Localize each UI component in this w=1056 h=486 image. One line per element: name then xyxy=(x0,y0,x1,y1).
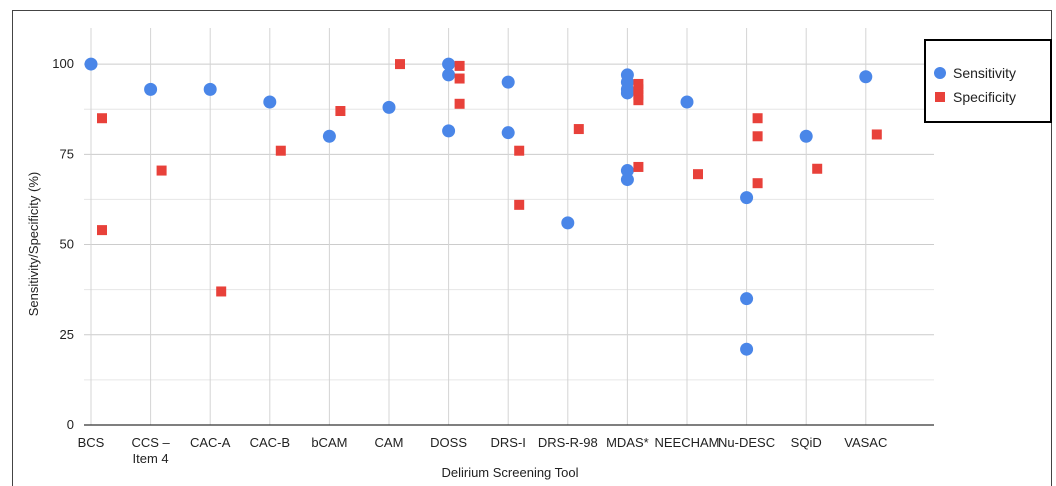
specificity-point xyxy=(573,124,584,135)
y-tick-label: 100 xyxy=(52,56,74,71)
sensitivity-point xyxy=(144,82,158,96)
sensitivity-point xyxy=(263,95,277,109)
specificity-point xyxy=(752,131,763,142)
sensitivity-point xyxy=(322,129,336,143)
y-tick-label: 25 xyxy=(60,327,74,342)
legend: Sensitivity Specificity xyxy=(924,39,1052,123)
sensitivity-point xyxy=(620,86,634,100)
legend-box xyxy=(924,39,1052,123)
sensitivity-point xyxy=(680,95,694,109)
specificity-point xyxy=(693,169,703,180)
sensitivity-point xyxy=(442,124,456,138)
y-tick-label: 50 xyxy=(60,237,74,252)
sensitivity-point xyxy=(620,173,634,187)
sensitivity-point xyxy=(799,129,813,143)
x-tick-label: SQiD xyxy=(791,435,822,450)
specificity-point xyxy=(335,106,346,117)
specificity-point xyxy=(514,199,525,210)
specificity-point xyxy=(812,163,823,174)
sensitivity-point xyxy=(501,75,515,89)
sensitivity-point xyxy=(561,216,575,230)
x-tick-label: DRS-I xyxy=(491,435,526,450)
sensitivity-point xyxy=(84,57,98,71)
sensitivity-point xyxy=(501,126,515,140)
specificity-point xyxy=(216,286,227,297)
legend-sensitivity-marker xyxy=(934,67,946,79)
specificity-point xyxy=(514,145,525,156)
x-tick-label: MDAS* xyxy=(606,435,649,450)
legend-sensitivity-label: Sensitivity xyxy=(953,65,1016,81)
sensitivity-point xyxy=(740,292,754,306)
sensitivity-point xyxy=(382,100,396,114)
x-tick-label: Nu-DESC xyxy=(718,435,775,450)
data-points xyxy=(84,57,882,356)
x-tick-label: NEECHAM xyxy=(654,435,719,450)
specificity-point xyxy=(97,225,107,236)
specificity-point xyxy=(156,165,167,176)
specificity-point xyxy=(97,113,107,124)
x-tick-label: VASAC xyxy=(844,435,887,450)
x-tick-label: bCAM xyxy=(311,435,347,450)
sensitivity-point xyxy=(620,164,634,178)
specificity-point xyxy=(633,84,644,95)
x-tick-labels: BCS CCS – Item 4 CAC-A CAC-B bCAM CAM DOSS DRS-I… xyxy=(78,435,888,466)
sensitivity-point xyxy=(859,70,873,84)
sensitivity-point xyxy=(740,342,754,356)
sensitivity-point xyxy=(203,82,217,96)
specificity-point xyxy=(633,89,644,100)
x-tick-label: DRS-R-98 xyxy=(538,435,598,450)
specificity-point xyxy=(275,145,286,156)
sensitivity-point xyxy=(740,191,754,205)
x-axis-title: Delirium Screening Tool xyxy=(441,465,578,480)
specificity-point xyxy=(871,129,882,140)
specificity-point xyxy=(454,60,465,71)
legend-specificity-label: Specificity xyxy=(953,89,1016,105)
x-tick-label: CAC-B xyxy=(250,435,290,450)
specificity-point xyxy=(752,178,763,189)
sensitivity-point xyxy=(442,57,456,71)
x-tick-label: CAM xyxy=(375,435,404,450)
specificity-point xyxy=(752,113,763,124)
specificity-point xyxy=(454,73,465,84)
specificity-point xyxy=(454,98,465,109)
sensitivity-point xyxy=(442,68,456,82)
y-tick-label: 0 xyxy=(67,417,74,432)
specificity-point xyxy=(633,95,644,106)
y-tick-labels: 0 25 50 75 100 xyxy=(52,56,74,432)
x-tick-label: BCS xyxy=(78,435,105,450)
x-tick-label: DOSS xyxy=(430,435,467,450)
specificity-point xyxy=(395,59,405,70)
specificity-point xyxy=(633,161,644,172)
chart-frame xyxy=(12,10,1052,486)
legend-specificity-marker xyxy=(935,92,945,102)
x-tick-label: CAC-A xyxy=(190,435,231,450)
y-tick-label: 75 xyxy=(60,146,74,161)
specificity-point xyxy=(633,78,644,89)
x-tick-label: CCS – Item 4 xyxy=(131,435,170,466)
y-axis-title: Sensitivity/Specificity (%) xyxy=(26,172,41,316)
